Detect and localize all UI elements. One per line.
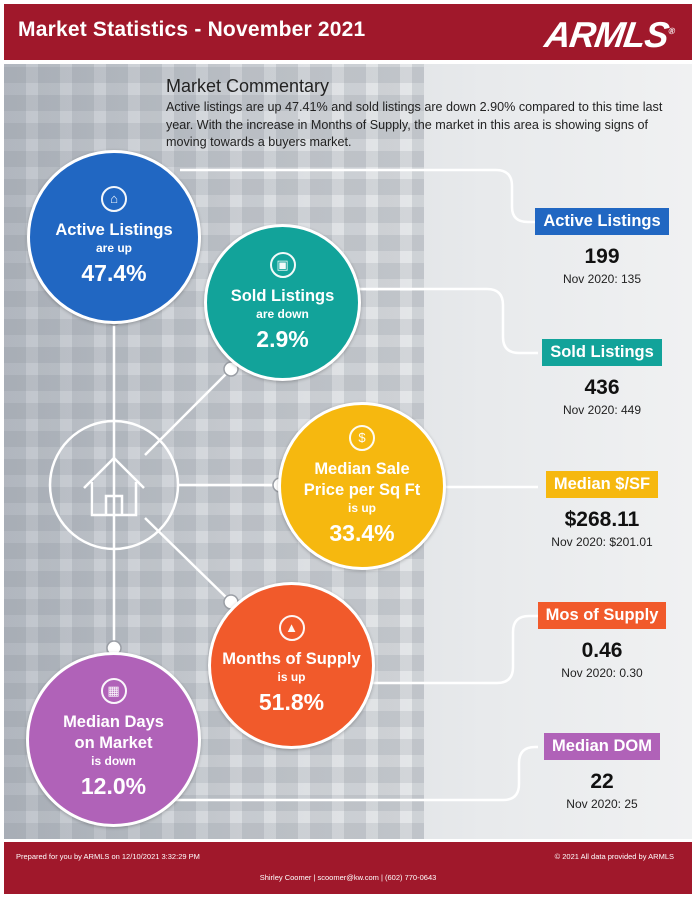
price-stat-label: Median $/SF xyxy=(545,471,659,498)
footer: Prepared for you by ARMLS on 12/10/2021 … xyxy=(4,842,692,894)
connector-dom xyxy=(160,745,538,802)
agent-contact: Shirley Coomer | scoomer@kw.com | (602) … xyxy=(259,873,437,882)
dom-stat-prev: Nov 2020: 25 xyxy=(566,797,638,811)
supply-stat-value: 0.46 xyxy=(581,639,623,662)
sold-stat-label: Sold Listings xyxy=(542,339,662,366)
home-search-icon: ⌂ xyxy=(101,186,127,212)
sold-stat-value: 436 xyxy=(584,376,620,399)
active-circle-sub: are up xyxy=(95,241,132,255)
sold-listings-stat: Sold Listings 436 Nov 2020: 449 xyxy=(532,339,672,417)
price-circle-title-2: Price per Sq Ft xyxy=(303,480,421,499)
header: Market Statistics - November 2021 ARMLS® xyxy=(4,4,692,60)
active-stat-prev: Nov 2020: 135 xyxy=(562,272,642,286)
dom-circle-title-1: Median Days xyxy=(63,713,164,731)
dom-stat-value: 22 xyxy=(590,770,614,793)
median-price-circle: $ Median Sale Price per Sq Ft is up 33.4… xyxy=(278,402,446,570)
dom-circle-pct: 12.0% xyxy=(80,773,147,799)
connector-supply xyxy=(340,614,538,685)
commentary-text: Active listings are up 47.41% and sold l… xyxy=(166,100,663,149)
spoke-sold xyxy=(144,368,232,456)
house-icon xyxy=(83,456,145,517)
median-dom-stat: Median DOM 22 Nov 2020: 25 xyxy=(532,733,672,811)
prepared-text: Prepared for you by ARMLS on 12/10/2021 … xyxy=(16,852,200,861)
price-stat-value: $268.11 xyxy=(564,508,640,531)
median-dom-circle: ▦ Median Days on Market is down 12.0% xyxy=(26,652,201,827)
price-circle-sub: is up xyxy=(347,500,376,515)
connector-sold xyxy=(330,287,538,355)
sold-circle-title: Sold Listings xyxy=(230,286,335,305)
sold-sign-icon: ▣ xyxy=(269,251,296,278)
page-title: Market Statistics - November 2021 xyxy=(18,18,366,41)
connector-active xyxy=(180,168,538,224)
active-listings-circle: ⌂ Active Listings are up 47.4% xyxy=(27,150,201,324)
active-stat-value: 199 xyxy=(584,245,620,268)
supply-stat-prev: Nov 2020: 0.30 xyxy=(561,666,643,680)
price-circle-title-1: Median Sale xyxy=(314,459,410,478)
median-price-stat: Median $/SF $268.11 Nov 2020: $201.01 xyxy=(532,471,672,549)
active-listings-stat: Active Listings 199 Nov 2020: 135 xyxy=(532,208,672,286)
price-circle-pct: 33.4% xyxy=(329,519,395,546)
sold-stat-prev: Nov 2020: 449 xyxy=(562,403,642,417)
price-stat-prev: Nov 2020: $201.01 xyxy=(551,535,653,549)
supply-circle-pct: 51.8% xyxy=(258,688,325,715)
commentary-title: Market Commentary xyxy=(166,76,330,96)
copyright-text: © 2021 All data provided by ARMLS xyxy=(554,852,674,861)
dom-circle-sub: is down xyxy=(91,754,136,768)
sold-circle-sub: are down xyxy=(256,306,309,321)
dom-circle-title-2: on Market xyxy=(74,734,153,752)
chart-icon: ▲ xyxy=(278,614,305,641)
calendar-icon: ▦ xyxy=(100,678,127,704)
money-icon: $ xyxy=(349,424,375,451)
sold-listings-circle: ▣ Sold Listings are down 2.9% xyxy=(204,224,361,381)
supply-circle-sub: is up xyxy=(277,669,306,684)
active-circle-title: Active Listings xyxy=(55,221,173,239)
supply-stat-label: Mos of Supply xyxy=(537,602,667,629)
supply-circle-title: Months of Supply xyxy=(222,649,361,668)
dom-stat-label: Median DOM xyxy=(544,733,660,760)
active-circle-pct: 47.4% xyxy=(81,260,147,286)
market-commentary: Market Commentary Active listings are up… xyxy=(166,76,666,152)
active-stat-label: Active Listings xyxy=(535,208,669,235)
sold-circle-pct: 2.9% xyxy=(256,325,309,352)
months-supply-circle: ▲ Months of Supply is up 51.8% xyxy=(208,582,375,749)
spoke-supply xyxy=(144,517,232,603)
hub-circle xyxy=(48,419,180,551)
months-supply-stat: Mos of Supply 0.46 Nov 2020: 0.30 xyxy=(532,602,672,680)
